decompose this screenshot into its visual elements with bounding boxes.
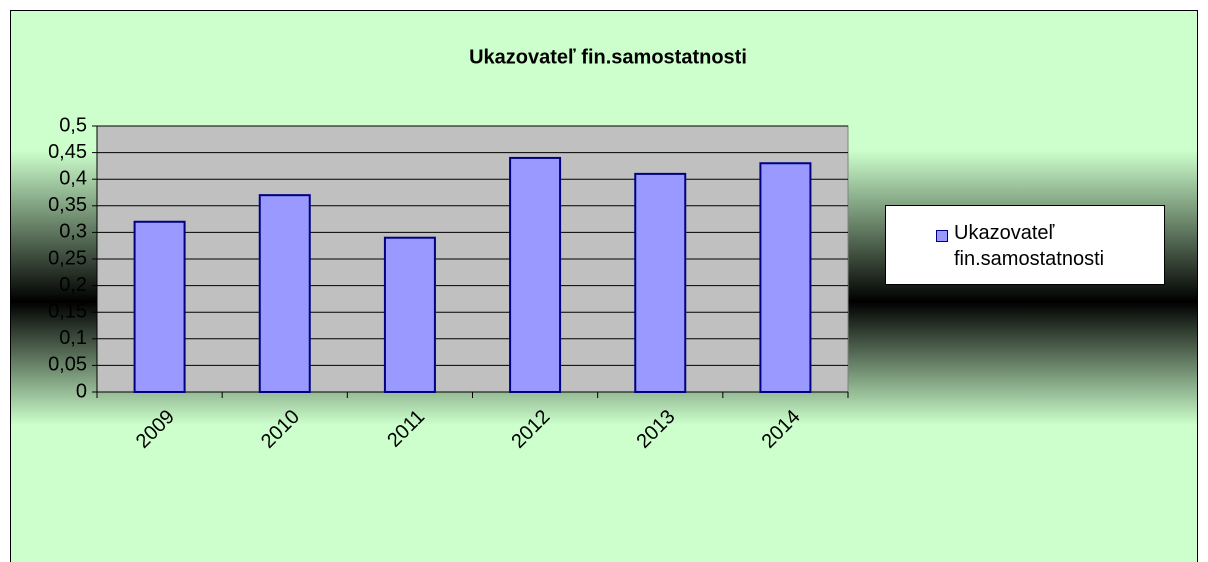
- bar: [509, 156, 562, 393]
- bar: [258, 194, 311, 393]
- y-tick-label: 0,3: [59, 221, 87, 243]
- y-tick-label: 0,05: [48, 354, 87, 376]
- y-tick-label: 0,45: [48, 141, 87, 163]
- y-tick-label: 0,35: [48, 194, 87, 216]
- bar: [383, 236, 436, 393]
- legend-swatch: [936, 230, 948, 242]
- y-tick-label: 0,5: [59, 114, 87, 136]
- bar: [759, 162, 812, 393]
- bar: [133, 220, 186, 393]
- y-tick-label: 0,2: [59, 274, 87, 296]
- y-tick-label: 0,4: [59, 167, 87, 189]
- bar: [634, 172, 687, 393]
- legend-label: Ukazovateľ fin.samostatnosti: [954, 222, 1105, 270]
- legend: Ukazovateľ fin.samostatnosti: [885, 205, 1165, 285]
- y-tick-label: 0,1: [59, 327, 87, 349]
- chart-title: Ukazovateľ fin.samostatnosti: [469, 46, 747, 68]
- y-tick-label: 0,25: [48, 247, 87, 269]
- y-tick-label: 0,15: [48, 300, 87, 322]
- y-tick-label: 0: [76, 380, 87, 402]
